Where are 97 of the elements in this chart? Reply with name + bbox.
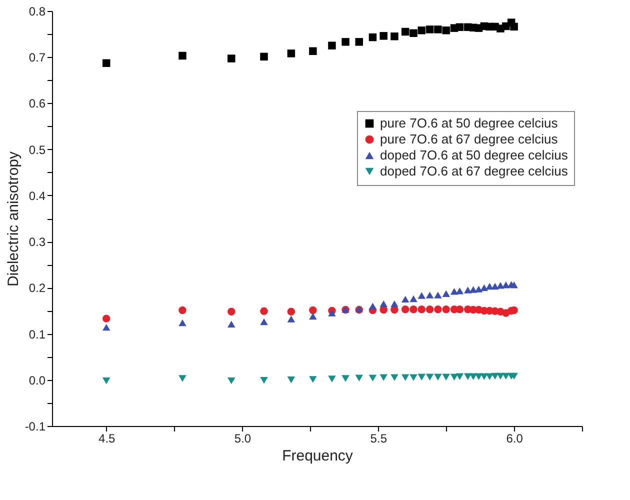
point bbox=[442, 290, 450, 298]
point bbox=[410, 374, 418, 381]
point bbox=[469, 286, 478, 293]
x-tick-label: 5.5 bbox=[370, 432, 388, 446]
point bbox=[178, 306, 186, 314]
point bbox=[368, 33, 377, 42]
y-tick-label: 0.7 bbox=[28, 50, 46, 65]
point bbox=[480, 284, 488, 292]
point bbox=[434, 374, 442, 380]
x-tick-label: 6.0 bbox=[506, 432, 524, 446]
point bbox=[434, 26, 442, 34]
point bbox=[491, 282, 499, 290]
point bbox=[410, 305, 418, 314]
point bbox=[456, 373, 464, 380]
point bbox=[287, 376, 296, 384]
point bbox=[178, 319, 186, 326]
point bbox=[442, 305, 450, 314]
point bbox=[456, 305, 464, 314]
point bbox=[228, 308, 236, 316]
point bbox=[342, 38, 350, 46]
point bbox=[390, 32, 398, 40]
y-tick-label: 0.1 bbox=[28, 327, 46, 342]
point bbox=[502, 282, 510, 288]
point bbox=[434, 305, 442, 314]
point bbox=[342, 375, 350, 382]
point bbox=[456, 288, 464, 294]
y-tick-label: 0.2 bbox=[28, 281, 46, 296]
point bbox=[401, 28, 410, 36]
point bbox=[418, 305, 426, 314]
legend-label: doped 7O.6 at 50 degree celcius bbox=[380, 148, 568, 162]
point bbox=[102, 377, 110, 384]
point bbox=[178, 52, 186, 60]
y-tick-label: 0.3 bbox=[28, 235, 46, 250]
x-axis-title: Frequency bbox=[282, 448, 354, 464]
point bbox=[328, 310, 336, 316]
point bbox=[260, 52, 268, 61]
legend-label: pure 7O.6 at 67 degree celcius bbox=[380, 132, 558, 146]
y-tick-label: 0.4 bbox=[28, 188, 46, 203]
point bbox=[328, 376, 336, 382]
point bbox=[401, 296, 410, 303]
point bbox=[309, 306, 317, 314]
point bbox=[355, 38, 363, 46]
point bbox=[260, 376, 268, 384]
point bbox=[309, 376, 317, 383]
point bbox=[418, 374, 426, 380]
point bbox=[426, 26, 434, 34]
point bbox=[102, 59, 110, 67]
point bbox=[464, 286, 472, 294]
y-tick-label: -0.1 bbox=[24, 420, 46, 434]
y-tick-label: 0.5 bbox=[28, 142, 46, 157]
point bbox=[228, 320, 236, 328]
y-tick-label: 0.8 bbox=[28, 4, 46, 18]
point bbox=[102, 314, 110, 322]
x-tick-label: 5.0 bbox=[234, 432, 252, 446]
y-tick-label: 0.0 bbox=[28, 373, 46, 388]
point bbox=[380, 32, 388, 40]
point bbox=[309, 312, 317, 320]
point bbox=[442, 26, 450, 34]
point bbox=[426, 292, 434, 298]
point bbox=[410, 295, 418, 302]
point bbox=[410, 29, 418, 38]
point bbox=[287, 308, 296, 316]
point bbox=[418, 26, 426, 34]
point bbox=[390, 374, 398, 381]
point bbox=[228, 54, 236, 62]
point bbox=[434, 292, 442, 298]
x-tick-label: 4.5 bbox=[98, 432, 116, 446]
point bbox=[228, 377, 236, 384]
point bbox=[309, 47, 317, 55]
point bbox=[510, 282, 518, 288]
y-axis-title: Dielectric anisotropy bbox=[4, 150, 22, 287]
point bbox=[401, 305, 410, 314]
point bbox=[418, 292, 426, 299]
point bbox=[355, 374, 363, 382]
point bbox=[380, 374, 388, 381]
legend-label: doped 7O.6 at 67 degree celcius bbox=[380, 164, 568, 178]
point bbox=[510, 22, 518, 31]
y-tick-label: 0.6 bbox=[28, 96, 46, 111]
point bbox=[426, 305, 434, 314]
legend-label: pure 7O.6 at 50 degree celcius bbox=[380, 116, 558, 130]
point bbox=[456, 23, 464, 32]
point bbox=[442, 374, 450, 380]
point bbox=[287, 316, 296, 322]
point bbox=[368, 374, 377, 382]
point bbox=[474, 286, 483, 292]
point bbox=[328, 42, 336, 50]
point bbox=[380, 300, 388, 308]
point bbox=[401, 374, 410, 381]
point bbox=[287, 50, 296, 58]
point bbox=[368, 302, 377, 310]
point bbox=[260, 307, 268, 316]
point bbox=[426, 374, 434, 380]
point bbox=[102, 324, 110, 331]
point bbox=[178, 375, 186, 382]
point bbox=[390, 300, 398, 308]
point bbox=[260, 318, 268, 326]
point bbox=[510, 372, 518, 380]
